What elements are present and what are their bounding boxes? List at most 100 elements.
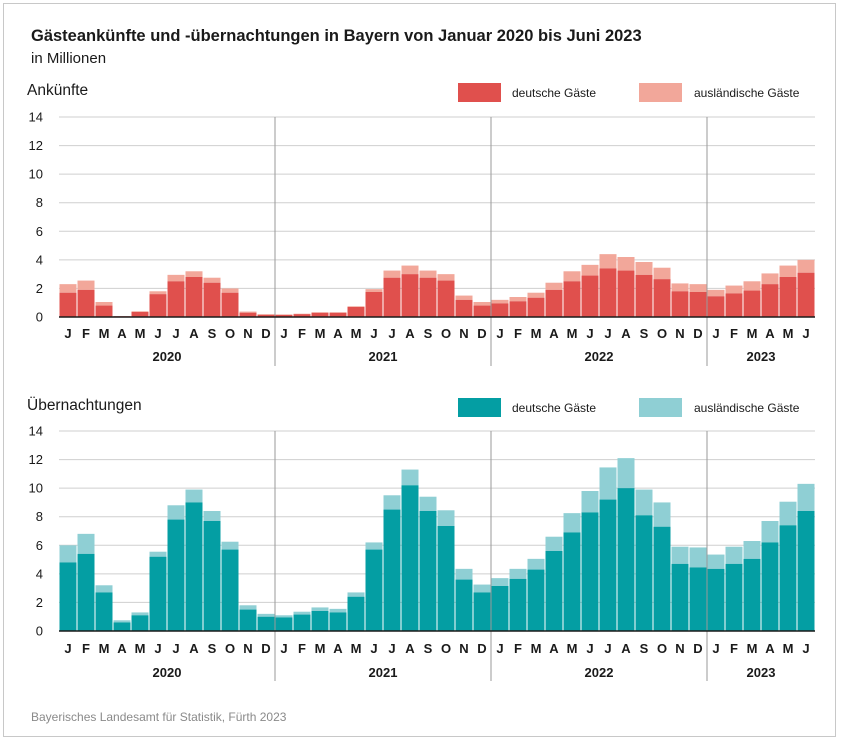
arrivals-bar-domestic xyxy=(167,281,185,317)
nights-bar-foreign xyxy=(275,615,293,618)
nights-month-label: D xyxy=(261,641,270,656)
arrivals-month-label: A xyxy=(189,326,199,341)
arrivals-bar-domestic xyxy=(671,291,689,317)
nights-bar-domestic xyxy=(617,488,635,631)
nights-bar-domestic xyxy=(437,526,455,631)
nights-month-label: A xyxy=(189,641,199,656)
nights-bar-domestic xyxy=(293,614,311,631)
nights-y-tick-label: 10 xyxy=(29,481,43,496)
nights-y-tick-label: 2 xyxy=(36,595,43,610)
nights-year-label: 2020 xyxy=(153,665,182,680)
arrivals-y-tick-label: 14 xyxy=(29,110,43,125)
nights-bar-foreign xyxy=(473,584,491,593)
arrivals-bar-domestic xyxy=(581,275,599,317)
nights-month-label: A xyxy=(117,641,127,656)
nights-bar-foreign xyxy=(437,510,455,526)
nights-month-label: J xyxy=(172,641,179,656)
arrivals-bar-foreign xyxy=(689,284,707,292)
arrivals-panel-title: Ankünfte xyxy=(27,82,88,99)
arrivals-month-label: O xyxy=(225,326,235,341)
nights-bar-foreign xyxy=(221,541,239,550)
nights-month-label: O xyxy=(441,641,451,656)
nights-bar-foreign xyxy=(653,502,671,527)
nights-bar-domestic xyxy=(707,568,725,631)
nights-bar-domestic xyxy=(545,551,563,631)
arrivals-bar-foreign xyxy=(383,270,401,278)
arrivals-bar-domestic xyxy=(383,277,401,317)
nights-bar-domestic xyxy=(599,499,617,631)
nights-bar-foreign xyxy=(779,501,797,526)
arrivals-month-label: S xyxy=(640,326,649,341)
nights-bar-foreign xyxy=(131,612,149,616)
arrivals-bar-domestic xyxy=(491,303,509,317)
nights-bar-foreign xyxy=(581,491,599,513)
nights-bar-domestic xyxy=(743,558,761,631)
nights-bar-domestic xyxy=(257,616,275,631)
nights-bar-domestic xyxy=(59,562,77,631)
nights-bar-domestic xyxy=(185,502,203,631)
nights-month-label: F xyxy=(514,641,522,656)
arrivals-bar-domestic xyxy=(779,277,797,317)
arrivals-bar-foreign xyxy=(599,254,617,269)
arrivals-y-tick-label: 10 xyxy=(29,167,43,182)
arrivals-month-label: J xyxy=(712,326,719,341)
nights-year-label: 2021 xyxy=(369,665,398,680)
nights-bar-domestic xyxy=(383,509,401,631)
nights-bar-foreign xyxy=(743,541,761,559)
nights-year-label: 2023 xyxy=(747,665,776,680)
nights-bar-domestic xyxy=(365,549,383,631)
arrivals-bar-foreign xyxy=(761,273,779,285)
chart-title: Gästeankünfte und -übernachtungen in Bay… xyxy=(31,27,642,45)
arrivals-year-label: 2020 xyxy=(153,349,182,364)
arrivals-bar-foreign xyxy=(95,302,113,306)
arrivals-bar-domestic xyxy=(707,296,725,317)
nights-bar-foreign xyxy=(365,542,383,550)
nights-bar-domestic xyxy=(167,519,185,631)
arrivals-bar-domestic xyxy=(527,297,545,317)
arrivals-bar-domestic xyxy=(509,301,527,317)
arrivals-month-label: D xyxy=(693,326,702,341)
arrivals-bar-foreign xyxy=(491,299,509,304)
arrivals-y-tick-label: 12 xyxy=(29,138,43,153)
arrivals-month-label: N xyxy=(675,326,684,341)
nights-legend-label-foreign: ausländische Gäste xyxy=(694,401,800,415)
nights-month-label: J xyxy=(604,641,611,656)
arrivals-month-label: A xyxy=(405,326,415,341)
nights-month-label: M xyxy=(747,641,758,656)
nights-month-label: J xyxy=(712,641,719,656)
nights-bar-domestic xyxy=(203,521,221,631)
nights-month-label: D xyxy=(477,641,486,656)
arrivals-month-label: D xyxy=(477,326,486,341)
nights-bar-domestic xyxy=(491,586,509,631)
arrivals-month-label: M xyxy=(531,326,542,341)
nights-month-label: N xyxy=(243,641,252,656)
nights-bar-domestic xyxy=(635,515,653,631)
arrivals-month-label: M xyxy=(783,326,794,341)
arrivals-bar-domestic xyxy=(77,289,95,317)
nights-month-label: F xyxy=(298,641,306,656)
arrivals-bar-domestic xyxy=(761,284,779,317)
nights-bar-domestic xyxy=(563,532,581,631)
nights-bar-domestic xyxy=(149,556,167,631)
arrivals-bar-domestic xyxy=(563,281,581,317)
arrivals-legend-label-foreign: ausländische Gäste xyxy=(694,86,800,100)
nights-month-label: A xyxy=(765,641,775,656)
arrivals-month-label: M xyxy=(99,326,110,341)
arrivals-bar-foreign xyxy=(257,314,275,315)
nights-month-label: M xyxy=(531,641,542,656)
nights-bar-foreign xyxy=(761,521,779,543)
nights-bar-foreign xyxy=(239,605,257,610)
arrivals-bar-foreign xyxy=(131,311,149,312)
nights-bar-domestic xyxy=(95,592,113,631)
nights-bar-foreign xyxy=(707,554,725,569)
source-note: Bayerisches Landesamt für Statistik, Für… xyxy=(31,710,287,724)
nights-bar-foreign xyxy=(311,607,329,611)
nights-bar-domestic xyxy=(131,615,149,631)
arrivals-bar-domestic xyxy=(473,305,491,317)
arrivals-legend-swatch-foreign xyxy=(639,83,682,102)
nights-bar-foreign xyxy=(149,551,167,557)
arrivals-bar-foreign xyxy=(347,306,365,307)
arrivals-bar-domestic xyxy=(419,277,437,317)
nights-legend-swatch-foreign xyxy=(639,398,682,417)
